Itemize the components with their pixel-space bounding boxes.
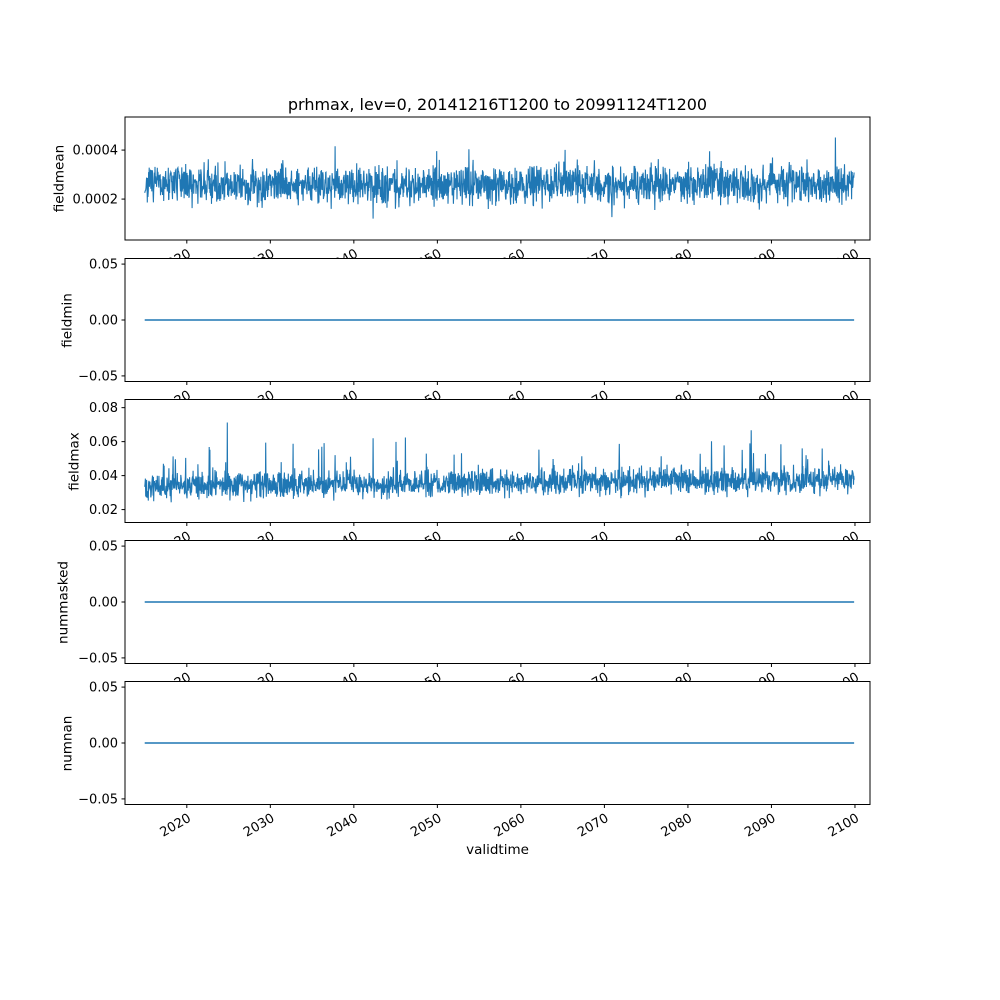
- y-tick-label: 0.05: [89, 540, 118, 555]
- y-tick-label: 0.05: [89, 681, 118, 696]
- y-tick-label: −0.05: [78, 369, 118, 384]
- y-tick-label: −0.05: [78, 792, 118, 807]
- y-tick-label: 0.06: [89, 435, 118, 450]
- y-axis-label-fieldmax: fieldmax: [66, 431, 83, 491]
- subplot-fieldmean: 0.0002 0.0004: [73, 116, 871, 244]
- y-tick-label: 0.02: [89, 503, 118, 518]
- x-tick-label: 2020: [158, 811, 194, 841]
- series-line-fieldmax: [144, 422, 855, 503]
- y-axis-label-fieldmin: fieldmin: [59, 292, 76, 348]
- series-line-fieldmean: [144, 137, 855, 219]
- y-tick-label: 0.05: [89, 258, 118, 273]
- x-tick-label: 2060: [492, 811, 528, 841]
- subplot-nummasked: 0.05 0.00 −0.05: [78, 540, 871, 667]
- x-tick-label: 2050: [408, 811, 444, 841]
- x-tick-label: 2070: [575, 811, 611, 841]
- x-tick-label: 2090: [742, 811, 778, 841]
- y-tick-label: 0.04: [89, 469, 118, 484]
- y-tick-label: 0.00: [89, 737, 118, 752]
- chart-title: prhmax, lev=0, 20141216T1200 to 20991124…: [287, 95, 708, 114]
- y-tick-label: 0.0002: [73, 193, 119, 208]
- x-tick-label: 2080: [659, 811, 695, 841]
- x-tick-label: 2030: [241, 811, 277, 841]
- x-tick-label: 2040: [325, 811, 361, 841]
- y-tick-label: −0.05: [78, 651, 118, 666]
- y-tick-label: 0.0004: [73, 144, 119, 159]
- subplot-numnan: 0.05 0.00 −0.05: [78, 681, 871, 808]
- x-tick-label: 2100: [826, 811, 862, 841]
- y-axis-label-nummasked: nummasked: [55, 560, 72, 644]
- subplot-fieldmin: 0.05 0.00 −0.05: [78, 258, 871, 385]
- x-axis-label: validtime: [466, 842, 529, 858]
- y-tick-label: 0.08: [89, 401, 118, 416]
- y-axis-label-fieldmean: fieldmean: [51, 144, 68, 213]
- y-axis-label-numnan: numnan: [59, 715, 76, 771]
- y-tick-label: 0.00: [89, 314, 118, 329]
- subplot-fieldmax: 0.02 0.04 0.06 0.08: [89, 399, 871, 526]
- y-tick-label: 0.00: [89, 596, 118, 611]
